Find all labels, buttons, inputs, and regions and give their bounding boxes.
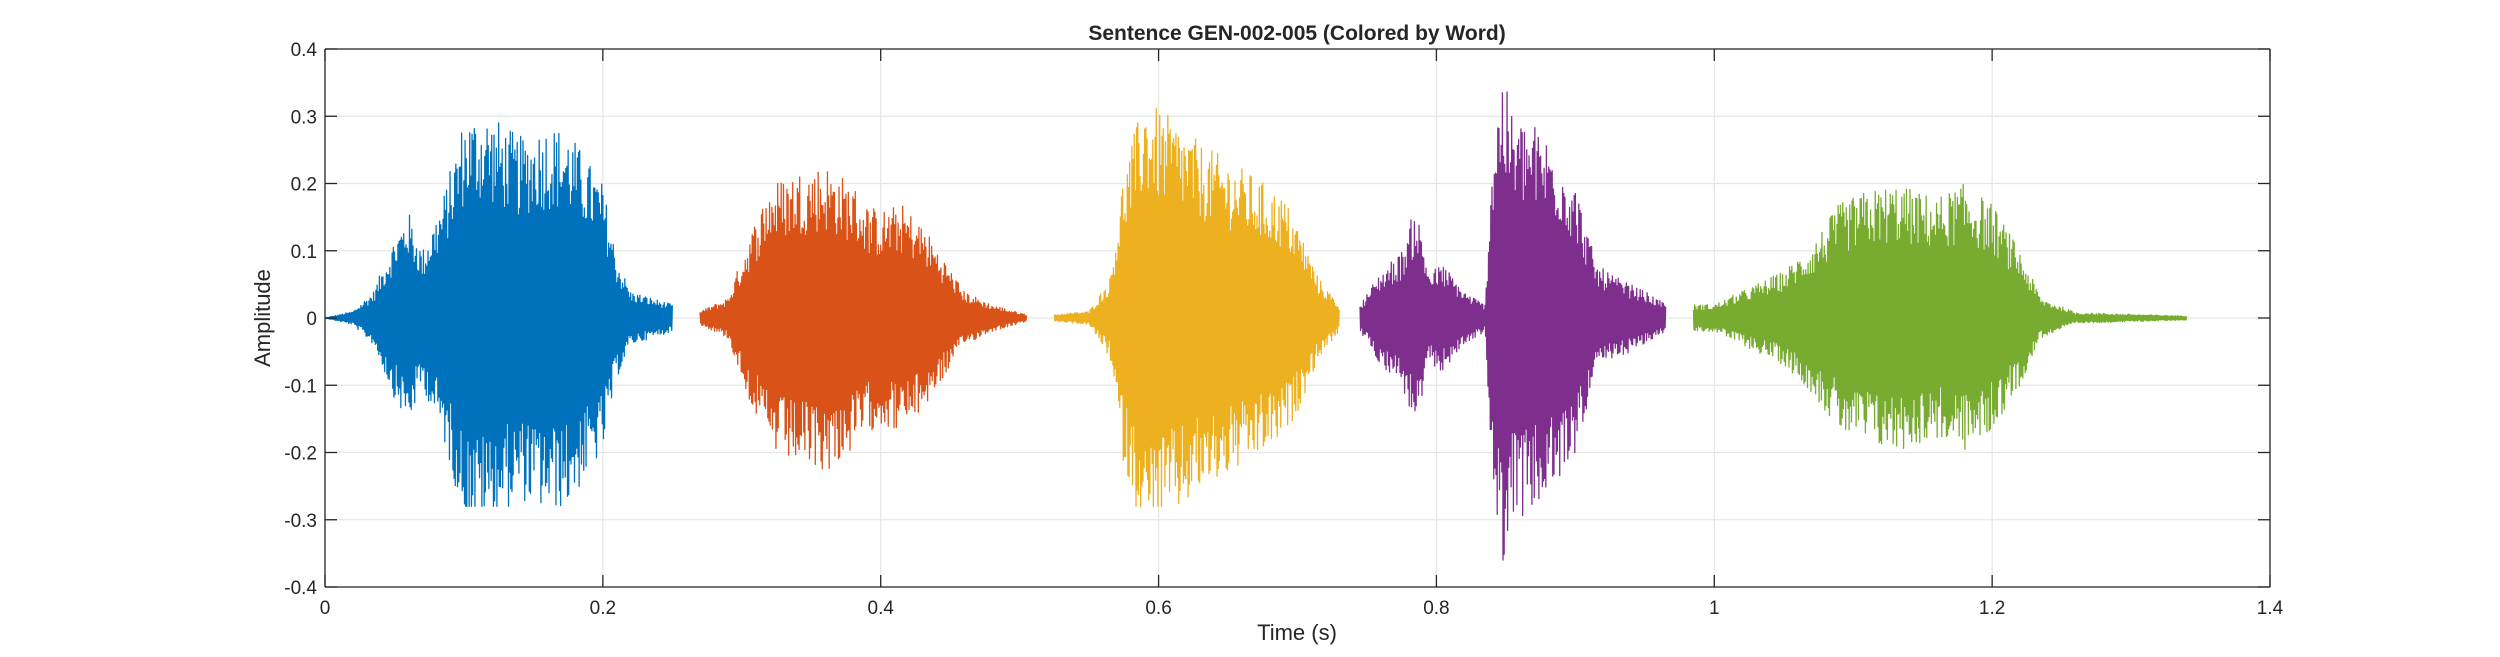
x-axis-label: Time (s): [1257, 620, 1337, 645]
y-tick-label: 0.4: [291, 40, 318, 61]
tick-labels: 0 0.2 0.4 0.6 0.8 1 1.2 1.4 -0.4 -0.3 -0.2 -0.1 0 0.1…: [284, 40, 2283, 619]
y-tick-label: 0: [306, 309, 317, 330]
x-tick-label: 1.4: [2257, 598, 2284, 619]
x-tick-label: 1.2: [1979, 598, 2005, 619]
x-tick-label: 0.4: [868, 598, 895, 619]
x-tick-label: 0.2: [590, 598, 616, 619]
x-tick-label: 0.6: [1145, 598, 1171, 619]
waveform-series-3: [1053, 107, 1340, 507]
x-tick-label: 0: [320, 598, 331, 619]
y-tick-label: -0.3: [284, 511, 317, 532]
x-tick-label: 1: [1709, 598, 1720, 619]
x-tick-label: 0.8: [1423, 598, 1449, 619]
series-layer: [324, 91, 2188, 561]
y-tick-label: 0.2: [291, 175, 317, 196]
waveform-series-2: [699, 171, 1028, 470]
waveform-series-5: [1692, 183, 2188, 451]
y-tick-label: -0.4: [284, 578, 317, 599]
y-tick-label: -0.1: [284, 376, 317, 397]
y-tick-label: 0.1: [291, 242, 317, 263]
waveform-series-4: [1359, 91, 1667, 561]
chart-title: Sentence GEN-002-005 (Colored by Word): [1088, 22, 1505, 45]
axes: [324, 48, 2271, 588]
y-tick-label: 0.3: [291, 107, 317, 128]
waveform-series-1: [324, 122, 673, 507]
y-tick-label: -0.2: [284, 444, 317, 465]
y-axis-label: Amplitude: [250, 269, 275, 367]
